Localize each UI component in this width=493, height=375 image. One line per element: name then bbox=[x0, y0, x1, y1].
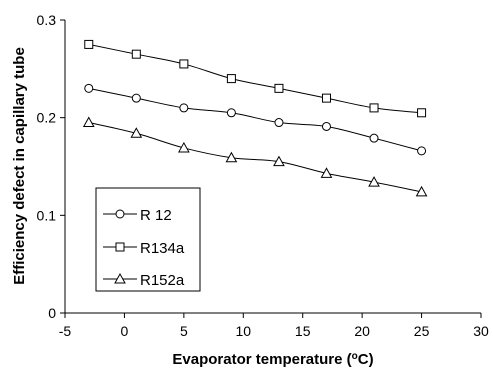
data-point bbox=[84, 83, 94, 93]
data-point bbox=[225, 151, 238, 163]
x-tick-label: 25 bbox=[414, 323, 430, 339]
x-tick-label: 10 bbox=[235, 323, 251, 339]
x-tick-label: -5 bbox=[59, 323, 72, 339]
legend-entry: R152a bbox=[103, 272, 185, 289]
series-line bbox=[88, 122, 422, 193]
legend-marker bbox=[115, 242, 125, 252]
data-point bbox=[131, 93, 141, 103]
data-point bbox=[320, 167, 333, 178]
data-point bbox=[368, 176, 380, 187]
y-tick-label: 0.3 bbox=[37, 12, 57, 28]
data-point bbox=[274, 118, 284, 128]
legend-marker bbox=[114, 272, 126, 284]
data-point bbox=[82, 116, 95, 128]
y-tick-label: 0.1 bbox=[37, 207, 57, 223]
data-point bbox=[130, 127, 143, 138]
data-point bbox=[417, 146, 427, 156]
series-circle bbox=[84, 83, 427, 156]
y-tick-label: 0 bbox=[48, 305, 56, 321]
y-axis-ticks: 0 0.1 0.2 0.3 bbox=[37, 12, 65, 321]
x-axis-ticks: -5 0 5 10 15 20 25 30 bbox=[59, 313, 489, 339]
legend-entry: R 12 bbox=[103, 207, 172, 224]
x-tick-label: 30 bbox=[473, 323, 489, 339]
x-tick-label: 0 bbox=[121, 323, 129, 339]
data-point bbox=[226, 108, 236, 118]
data-point bbox=[417, 108, 427, 118]
data-point bbox=[273, 155, 285, 167]
data-point bbox=[415, 185, 428, 197]
data-point bbox=[179, 59, 189, 69]
y-tick-label: 0.2 bbox=[37, 110, 57, 126]
series-square bbox=[84, 39, 427, 118]
x-axis-title: Evaporator temperature (oC) bbox=[172, 351, 373, 369]
x-tick-label: 5 bbox=[180, 323, 188, 339]
x-tick-label: 15 bbox=[295, 323, 311, 339]
data-point bbox=[179, 103, 189, 113]
data-point bbox=[274, 83, 284, 93]
x-tick-label: 20 bbox=[354, 323, 370, 339]
series-triangle bbox=[82, 116, 428, 197]
legend-marker bbox=[115, 209, 125, 219]
legend-label: R152a bbox=[140, 272, 185, 289]
legend-label: R134a bbox=[140, 240, 185, 257]
legend-box bbox=[95, 187, 201, 292]
data-point bbox=[84, 39, 94, 49]
data-point bbox=[321, 93, 331, 103]
data-point bbox=[321, 121, 331, 131]
data-point bbox=[226, 74, 236, 84]
legend-entry: R134a bbox=[103, 240, 185, 257]
data-point bbox=[369, 103, 379, 113]
legend-label: R 12 bbox=[140, 207, 172, 224]
data-point bbox=[131, 49, 141, 59]
data-point bbox=[178, 141, 190, 153]
series-layer bbox=[82, 39, 428, 197]
y-axis-title: Efficiency defect in capillary tube bbox=[11, 47, 28, 285]
data-point bbox=[369, 133, 379, 143]
plot-area bbox=[64, 20, 481, 314]
legend: R 12 R134a R152a bbox=[95, 187, 201, 292]
